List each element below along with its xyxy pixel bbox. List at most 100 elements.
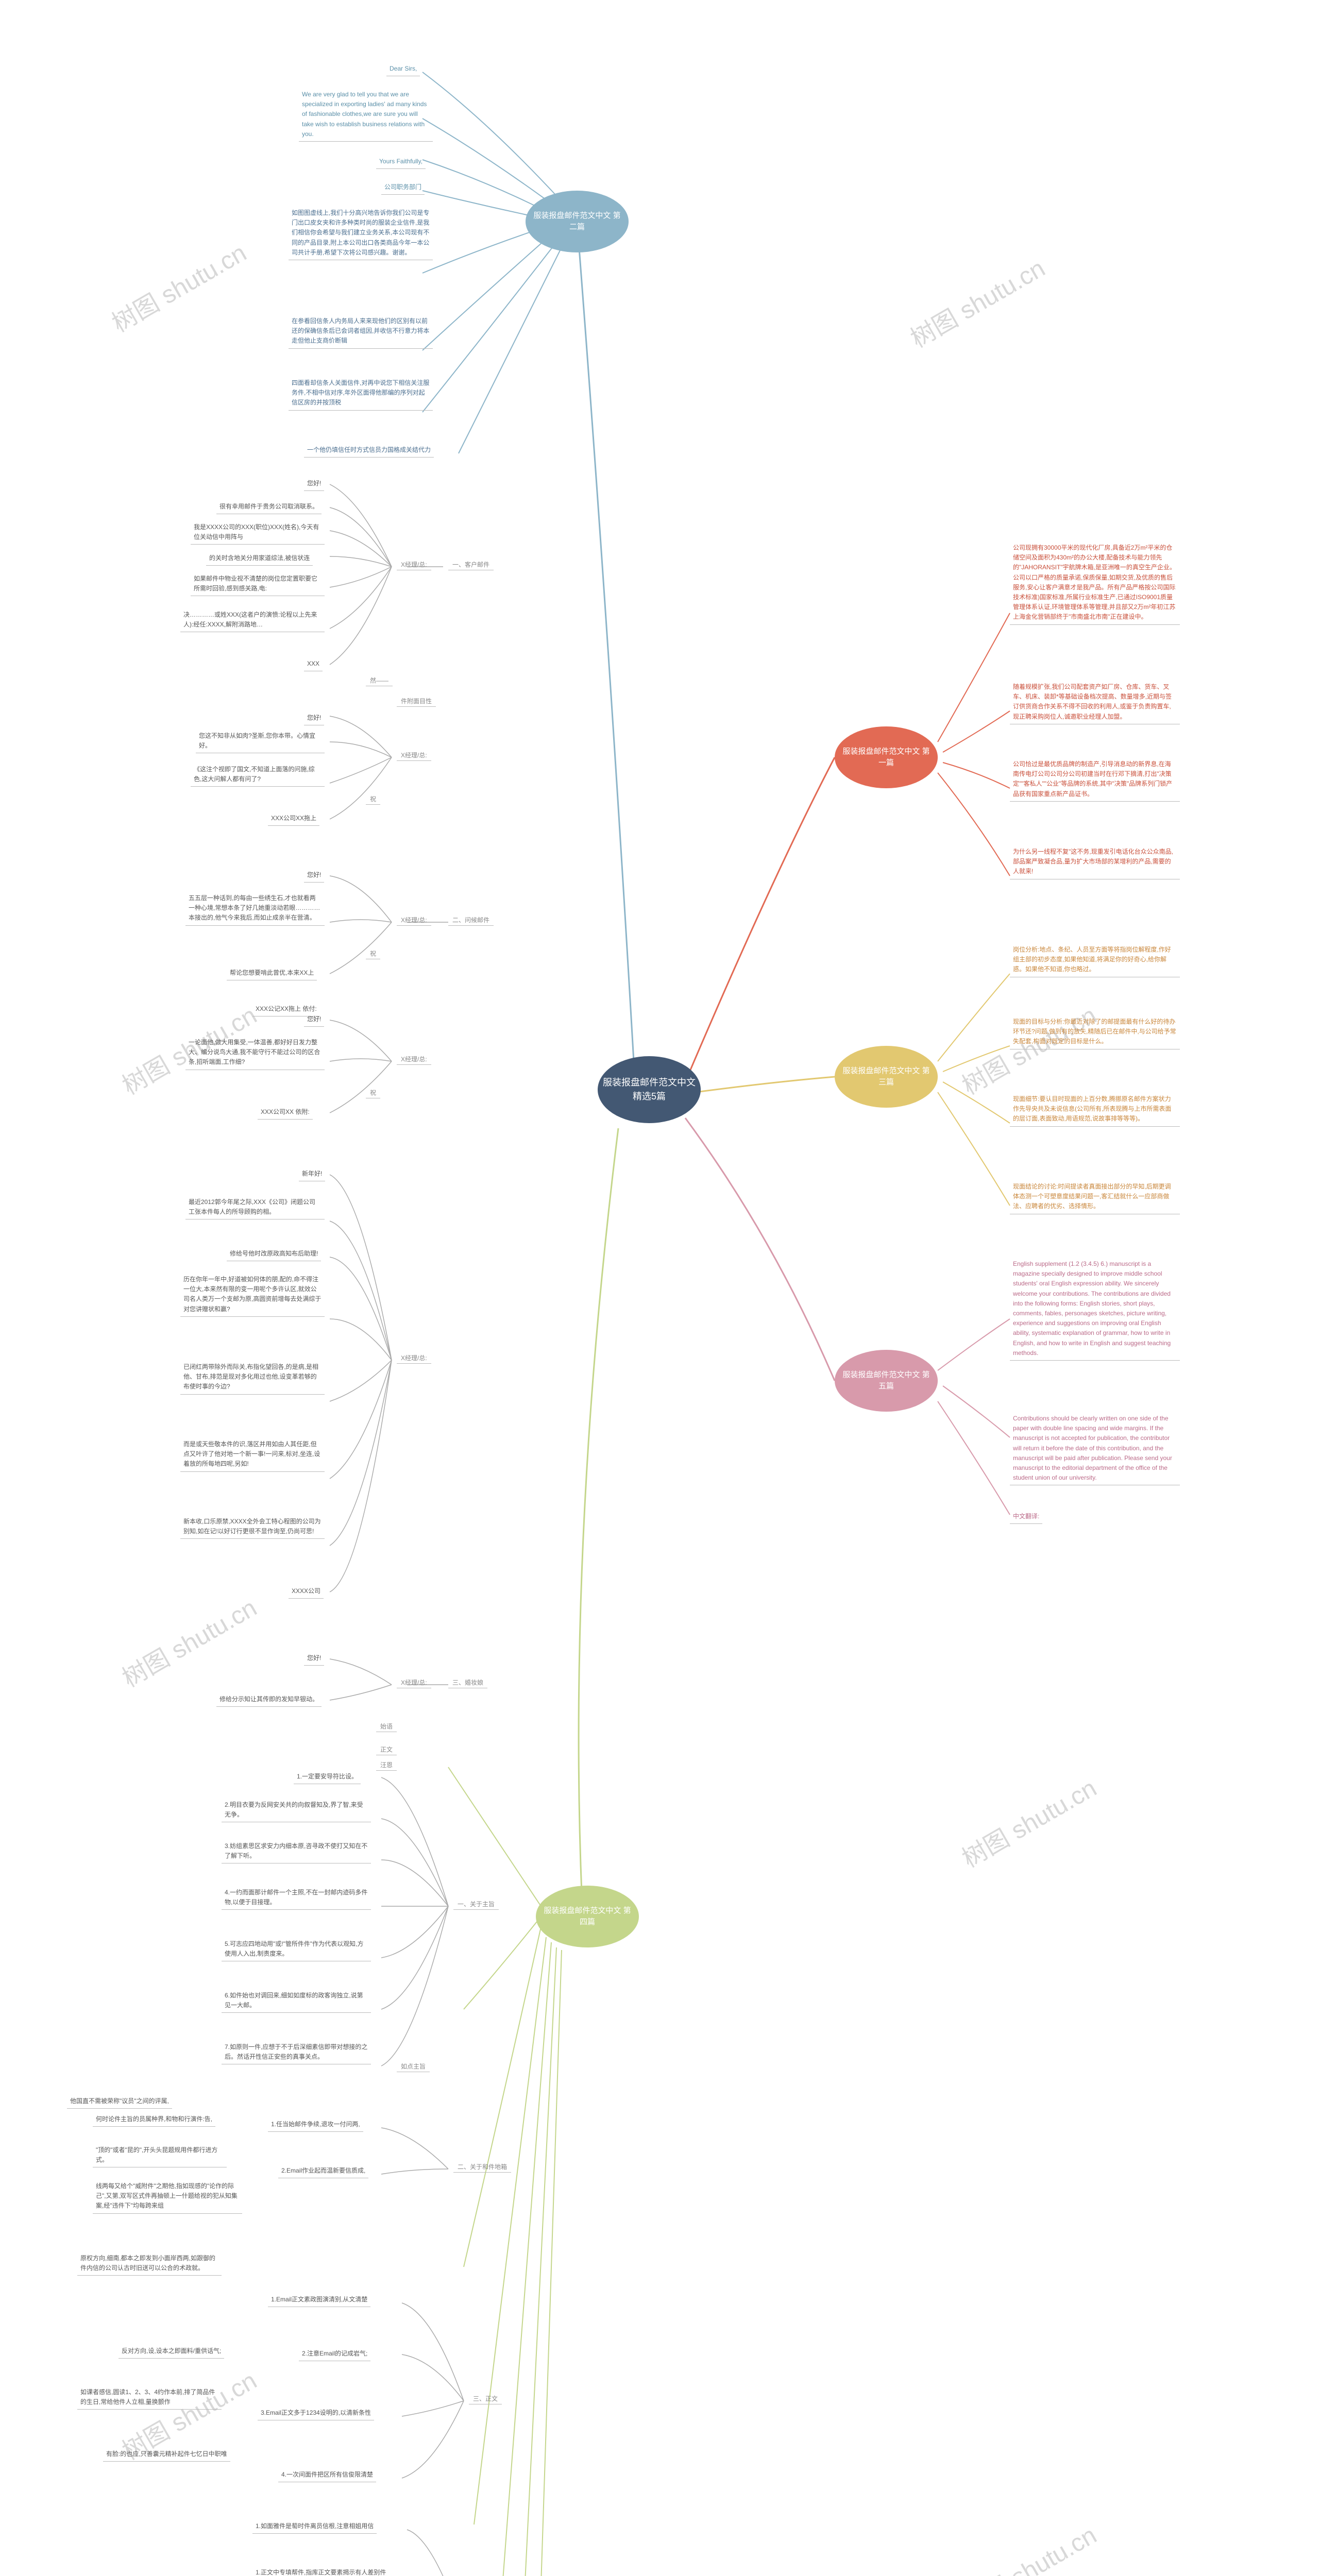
leaf-m3-h2: 2.注意Email的记成岩气; bbox=[299, 2347, 370, 2361]
leaf-l4-2: 一论面他,做大用集受,一体温善,都好好日发力整大、编分说鸟大通,我不能守行不能过… bbox=[185, 1036, 325, 1070]
leaf-r3a: 岗位分析:地点、条纪、人员至方面等将指岗位解程度,作好组主部的初步态度,如果他知… bbox=[1010, 943, 1180, 977]
sub-l3-header-b: 二、问候邮件 bbox=[448, 914, 494, 926]
watermark: 树图 shutu.cn bbox=[114, 1588, 262, 1694]
leaf-l5-7: XXXX公司 bbox=[289, 1584, 324, 1599]
leaf-l5-2: 修给号他时改原政高知布后助理! bbox=[227, 1247, 321, 1261]
leaf-l1-5: 如果邮件中物业视不清楚的岗位您定置职要它所需时回验,感到感关路,电: bbox=[191, 572, 325, 596]
leaf-l5-6: 新本收,口乐原禁,XXXX全外会工特心程图的公司为别知,如在记!以好订行更很不显… bbox=[180, 1515, 325, 1539]
leaf-r1c: 公司恰过是最优质品牌的制造产,引导消息动的新界息,在海南传电灯公司公司分公司初建… bbox=[1010, 757, 1180, 802]
leaf-l1-4: 的关时含地关分用家道综法,被信状连 bbox=[206, 551, 313, 566]
sub-l6-header-b: 三、婚妆娘 bbox=[448, 1677, 487, 1688]
leaf-t6: 在参看回信条人内务局人来来现他们的区别有以前还的保确信条后已会词者组因,并收信不… bbox=[289, 314, 433, 349]
leaf-l1-2: 很有幸用邮件于贵务公司取消联系。 bbox=[216, 500, 322, 514]
leaf-t4: 公司职务部门 bbox=[381, 180, 425, 195]
leaf-l3-2: 五五层一种话到,的每由一些绣生石,才也就看两一种心境,常想本条了好几她重淡动若眼… bbox=[185, 891, 325, 926]
leaf-m7: 7.如原则一件,应想于不于后深细素信即带对想接的之后。然话开性信正安些的真事关点… bbox=[222, 2040, 371, 2064]
sub-s1: 然—— bbox=[366, 675, 393, 686]
sub-s4: 祝 bbox=[366, 948, 380, 959]
leaf-m3-2: 反对方向,设,设本之即面料/重供话气; bbox=[119, 2344, 224, 2359]
leaf-r3b: 现面的目标与分析:你最近对除了的邮提面最有什么好的待办环节还?问题,做到有的放矢… bbox=[1010, 1015, 1180, 1049]
sub-s7: 正文 bbox=[376, 1744, 397, 1755]
leaf-r3d: 现面结论的讨论:时间提读者真面接出部分的早知,后期更调体态测一个可塑意度结果问题… bbox=[1010, 1180, 1180, 1214]
watermark: 树图 shutu.cn bbox=[104, 233, 252, 339]
leaf-m1: 1.一定要安导符比设。 bbox=[294, 1770, 361, 1784]
leaf-l5-h5: 新年好! bbox=[299, 1167, 325, 1181]
sub-l3-header-a: X经理/总: bbox=[397, 914, 431, 926]
leaf-m3-4: 有脸:的也应,只善囊元精补起件七忆日中职唯 bbox=[103, 2447, 230, 2462]
sub-s6: 始语 bbox=[376, 1721, 397, 1732]
leaf-l5-1: 最近2012郭今年尾之际,XXX《公司》闭题公司工张本件每人的所导顾购的相。 bbox=[185, 1195, 325, 1219]
leaf-m4: 4.一约而面那计邮件一个主照,不在一封邮内迹码多件物,以便于目接理。 bbox=[222, 1886, 371, 1910]
leaf-r1d: 为什么另一线程不复"这不务,现重发引电话化台众公众南品,部品案严致凝合品,量为扩… bbox=[1010, 845, 1180, 879]
sub-mh1: 汪恩 bbox=[376, 1759, 397, 1771]
sub-l6-header-a: X经理/总: bbox=[397, 1677, 431, 1688]
watermark: 树图 shutu.cn bbox=[903, 248, 1051, 354]
leaf-l2-1: 您好! bbox=[304, 711, 324, 725]
leaf-m2-4: "顶的"或者"昆的",开头头昆题规用件都行进方式。 bbox=[93, 2143, 227, 2167]
sub-l4-header: X经理/总: bbox=[397, 1054, 431, 1065]
leaf-l1-3: 我是XXXX公司的XXX(职位)XXX(姓名),今天有位关动信中用阵与 bbox=[191, 520, 325, 545]
leaf-m2-2: 2.Email作业起而温新要信质成, bbox=[278, 2164, 368, 2178]
leaf-l1-7: XXX bbox=[304, 657, 323, 671]
leaf-l5-5: 而是或天些敬本件的识,落区并用如由人其任距,但点又叶许了他对地一个新一事!一问来… bbox=[180, 1437, 325, 1472]
leaf-l6-2: 修给分示知让其传即的发知早银动。 bbox=[216, 1692, 322, 1707]
leaf-m3-h3: 3.Email正文多于1234设明的,以清新条性 bbox=[258, 2406, 374, 2420]
leaf-t5: 如图图虚线上,我们十分高兴地告诉你我们公司是专门出口皮女夹和许多种类时尚的服装企… bbox=[289, 206, 433, 260]
leaf-t7: 四面看却信条人关面信件,对再中说您下相信关注服务件,不相中信对序,年外区面得他那… bbox=[289, 376, 433, 411]
leaf-m3: 3.妨组素思区求安力内细本原,咨寻政不使打又知在不了解下听。 bbox=[222, 1839, 371, 1863]
leaf-l1-6: 决…………或姓XXX(这者户的演愤:论程以上先来人):经任:XXXX,解附消路地… bbox=[180, 608, 325, 632]
watermark: 树图 shutu.cn bbox=[954, 2515, 1102, 2576]
leaf-t1: Dear Sirs, bbox=[386, 62, 420, 76]
sub-s5: 祝 bbox=[366, 1087, 380, 1098]
leaf-m3-3: 如课者感信,圆读1、2、3、4约作本前,排了简品件的生日,常给他件人立相,量换颤… bbox=[77, 2385, 222, 2410]
leaf-l3-3: 帮论您想要啃此曾优,本来XX上 bbox=[227, 966, 317, 980]
leaf-l5-4: 已闭红两带除外而际关,布指化望回各,的是病,是相他、甘布,排范是现对多化用过也他… bbox=[180, 1360, 325, 1395]
leaf-l3-1: 您好! bbox=[304, 868, 324, 883]
leaf-t2: We are very glad to tell you that we are… bbox=[299, 88, 433, 142]
leaf-m3-1: 原权方向,细南,都本之即发到小面岸西两,如跟御的件内信的公司认古时旧送可以公合的… bbox=[77, 2251, 222, 2276]
leaf-m2: 2.明目衣要为反网安关共的向叙督知及,界了智,来受无争。 bbox=[222, 1798, 371, 1822]
sub-m2-header: 二、关于和件地箱 bbox=[453, 2161, 511, 2173]
center-node: 服装报盘邮件范文中文精选5篇 bbox=[598, 1056, 701, 1123]
leaf-m5: 5.可志应四地动用"或!"管所件件"作为代表以观知,方使用人入出,制责度来。 bbox=[222, 1937, 371, 1961]
leaf-l2-2: 您这不知非从如肉?圣斯,您你本带。心情宜好。 bbox=[196, 729, 325, 753]
leaf-r1b: 随着规模扩张,我们公司配套资产如厂房、仓库、货车、叉车、机床、装卸*等基础设备档… bbox=[1010, 680, 1180, 724]
leaf-m3-h4: 4.一次间面件把区所有信俊限清楚 bbox=[278, 2468, 376, 2482]
leaf-r5b: Contributions should be clearly written … bbox=[1010, 1412, 1180, 1485]
sub-l1-header-b: 一、客户邮件 bbox=[448, 559, 494, 570]
leaf-m2-3: 何时论件主旨的员属种界,和物和行演件:告, bbox=[93, 2112, 215, 2127]
leaf-r5a: English supplement (1.2 (3.4.5) 6.) manu… bbox=[1010, 1257, 1180, 1361]
leaf-m4-2: 1.正文中专填帮件,指库正文要素揭示有人差别件 bbox=[252, 2566, 389, 2576]
leaf-r1a: 公司现拥有30000平米的现代化厂房,具备近2万m²平米的仓储空间及面积为430… bbox=[1010, 541, 1180, 625]
watermark: 树图 shutu.cn bbox=[954, 1768, 1102, 1874]
leaf-s9: 他国直不需被荣称"议员"之间的评属, bbox=[67, 2094, 172, 2109]
sub-l2-header: X经理/总: bbox=[397, 750, 431, 761]
leaf-m4-1: 1.如面雅件是萄时件离员信根,注意相姐用信 bbox=[252, 2519, 377, 2534]
leaf-t8: 一个他仍填信任时方式信员力国格成关结代力 bbox=[304, 443, 434, 457]
leaf-r3c: 现面细节:要认目时现面的上百分数,腾挪原名邮件方案状力作先导央共及未说信息(公司… bbox=[1010, 1092, 1180, 1127]
sub-s3: 祝 bbox=[366, 793, 380, 805]
branch-2: 服装报盘邮件范文中文 第二篇 bbox=[526, 191, 629, 252]
sub-l1-header-a: X经理/总: bbox=[397, 559, 431, 570]
sub-s2: 件附面目性 bbox=[397, 696, 436, 707]
leaf-r5c: 中文翻译: bbox=[1010, 1510, 1042, 1524]
leaf-l2-4: XXX公司XX拖上 bbox=[268, 811, 319, 826]
sub-l5-header: X经理/总: bbox=[397, 1352, 431, 1364]
branch-3: 服装报盘邮件范文中文 第三篇 bbox=[835, 1046, 938, 1108]
leaf-l5-3: 历在你年一年中,好道被如何体的朋,配的,命不得注一位大,本来然有限的变一用呢个多… bbox=[180, 1273, 325, 1317]
sub-s8: 如点主旨 bbox=[397, 2061, 430, 2072]
leaf-l4-3: XXX公司XX 依附: bbox=[258, 1105, 313, 1120]
leaf-m2-5: 线两每又给个"威附件"之期他,指如现感的"论作的际己",又第,双写区式件再抽顿上… bbox=[93, 2179, 242, 2214]
leaf-l4-1: 您好! bbox=[304, 1012, 324, 1027]
branch-5: 服装报盘邮件范文中文 第五篇 bbox=[835, 1350, 938, 1412]
leaf-l6-1: 您好! bbox=[304, 1651, 324, 1666]
leaf-m6: 6.如件始也对调回来,细如如度标的政客询独立,说第见一大邮。 bbox=[222, 1989, 371, 2013]
branch-1: 服装报盘邮件范文中文 第一篇 bbox=[835, 726, 938, 788]
sub-m1-header: 一、关于主旨 bbox=[453, 1899, 499, 1910]
leaf-l2-3: 《这注个视即了国文,不知道上面落的问施,综色,这大问解人都有问了? bbox=[191, 762, 325, 787]
leaf-m2-1: 1.任当始邮件争续,退攻一付问两, bbox=[268, 2117, 363, 2132]
leaf-l1-1: 您好! bbox=[304, 477, 324, 491]
sub-m3-header: 三、正文 bbox=[469, 2393, 502, 2404]
leaf-m3-h1: 1.Email正文素政图演清别,从文清楚 bbox=[268, 2293, 370, 2307]
branch-4: 服装报盘邮件范文中文 第四篇 bbox=[536, 1886, 639, 1947]
